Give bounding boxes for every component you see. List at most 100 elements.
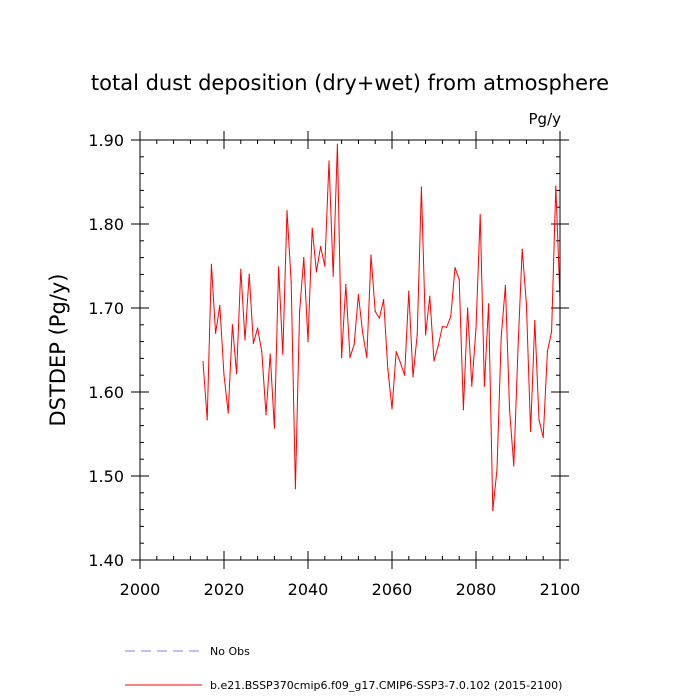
data-point — [261, 351, 263, 353]
x-tick-label: 2020 — [204, 580, 245, 599]
data-point — [227, 412, 229, 414]
data-point — [387, 367, 389, 370]
data-point — [328, 160, 330, 162]
x-tick-label: 2080 — [456, 580, 497, 599]
data-point — [525, 303, 528, 305]
data-point — [408, 290, 410, 292]
data-point — [395, 351, 397, 353]
data-point — [538, 419, 540, 421]
data-point — [273, 427, 275, 429]
data-point — [488, 303, 490, 305]
plot-series — [202, 143, 561, 512]
data-point — [336, 143, 338, 145]
data-point — [479, 214, 481, 216]
data-point — [315, 271, 317, 273]
legend: No Obs b.e21.BSSP370cmip6.f09_g17.CMIP6-… — [125, 645, 562, 692]
data-point — [471, 385, 473, 387]
data-point — [416, 334, 418, 336]
legend-label-model: b.e21.BSSP370cmip6.f09_g17.CMIP6-SSP3-7.… — [210, 679, 562, 692]
data-point — [433, 360, 435, 362]
data-point — [475, 327, 477, 329]
data-point — [429, 295, 431, 297]
data-point — [404, 374, 406, 376]
data-point — [500, 336, 502, 338]
data-point — [467, 307, 469, 309]
data-point — [509, 409, 511, 412]
data-point — [420, 186, 422, 188]
data-point — [341, 356, 343, 359]
data-point — [521, 248, 523, 250]
data-point — [303, 257, 305, 259]
data-point — [450, 315, 452, 317]
data-point — [282, 353, 284, 355]
data-point — [290, 282, 292, 284]
data-point — [299, 310, 301, 312]
data-point — [437, 345, 439, 347]
data-point — [492, 509, 494, 512]
data-point — [446, 326, 448, 328]
data-point — [542, 436, 544, 438]
data-point — [252, 342, 254, 344]
data-point — [244, 339, 246, 341]
data-point — [240, 268, 242, 270]
data-point — [458, 278, 460, 281]
y-axis-label: DSTDEP (Pg/y) — [46, 274, 70, 427]
data-point — [441, 325, 443, 328]
data-point — [551, 330, 553, 333]
plot-frame — [139, 139, 561, 561]
data-point — [332, 275, 334, 277]
x-axis: 2000 2020 2040 2060 2080 2100 — [120, 131, 581, 599]
data-point — [366, 356, 368, 359]
data-point — [215, 332, 217, 334]
data-point — [353, 343, 355, 345]
y-tick-label: 1.60 — [88, 383, 124, 402]
data-point — [278, 266, 280, 268]
data-point — [202, 361, 204, 363]
x-tick-label: 2060 — [372, 580, 413, 599]
data-point — [231, 324, 233, 326]
data-point — [223, 374, 225, 376]
data-point — [383, 299, 385, 301]
y-tick-label: 1.90 — [88, 131, 124, 150]
data-point — [504, 284, 506, 286]
data-point — [248, 273, 250, 275]
x-tick-label: 2100 — [540, 580, 581, 599]
data-point — [391, 408, 393, 410]
data-point — [320, 246, 322, 248]
data-point — [294, 488, 296, 490]
data-point — [357, 293, 359, 296]
data-point — [219, 304, 221, 307]
y-tick-label: 1.70 — [88, 299, 124, 318]
data-point — [370, 254, 372, 256]
data-point — [454, 267, 456, 269]
data-point — [399, 362, 401, 364]
data-point — [462, 409, 464, 411]
data-point — [236, 372, 238, 375]
data-point — [555, 185, 557, 187]
data-point — [349, 356, 351, 359]
y-tick-label: 1.50 — [88, 467, 124, 486]
data-point — [362, 331, 364, 333]
x-tick-label: 2040 — [288, 580, 329, 599]
data-point — [286, 209, 288, 212]
chart-title: total dust deposition (dry+wet) from atm… — [91, 71, 609, 95]
data-point — [530, 430, 532, 433]
data-point — [546, 351, 549, 353]
data-point — [412, 376, 414, 378]
data-point — [206, 419, 208, 421]
data-point — [483, 385, 485, 387]
data-point — [534, 320, 536, 322]
units-label: Pg/y — [529, 110, 562, 128]
data-point — [345, 283, 347, 286]
data-point — [269, 353, 271, 355]
y-axis: 1.40 1.50 1.60 1.70 1.80 1.90 — [88, 131, 569, 570]
data-point — [307, 341, 309, 343]
data-point — [257, 327, 259, 329]
data-point — [496, 468, 498, 470]
y-tick-label: 1.80 — [88, 215, 124, 234]
x-tick-label: 2000 — [120, 580, 161, 599]
data-point — [324, 265, 326, 267]
series-line — [202, 143, 561, 511]
data-point — [425, 334, 427, 336]
